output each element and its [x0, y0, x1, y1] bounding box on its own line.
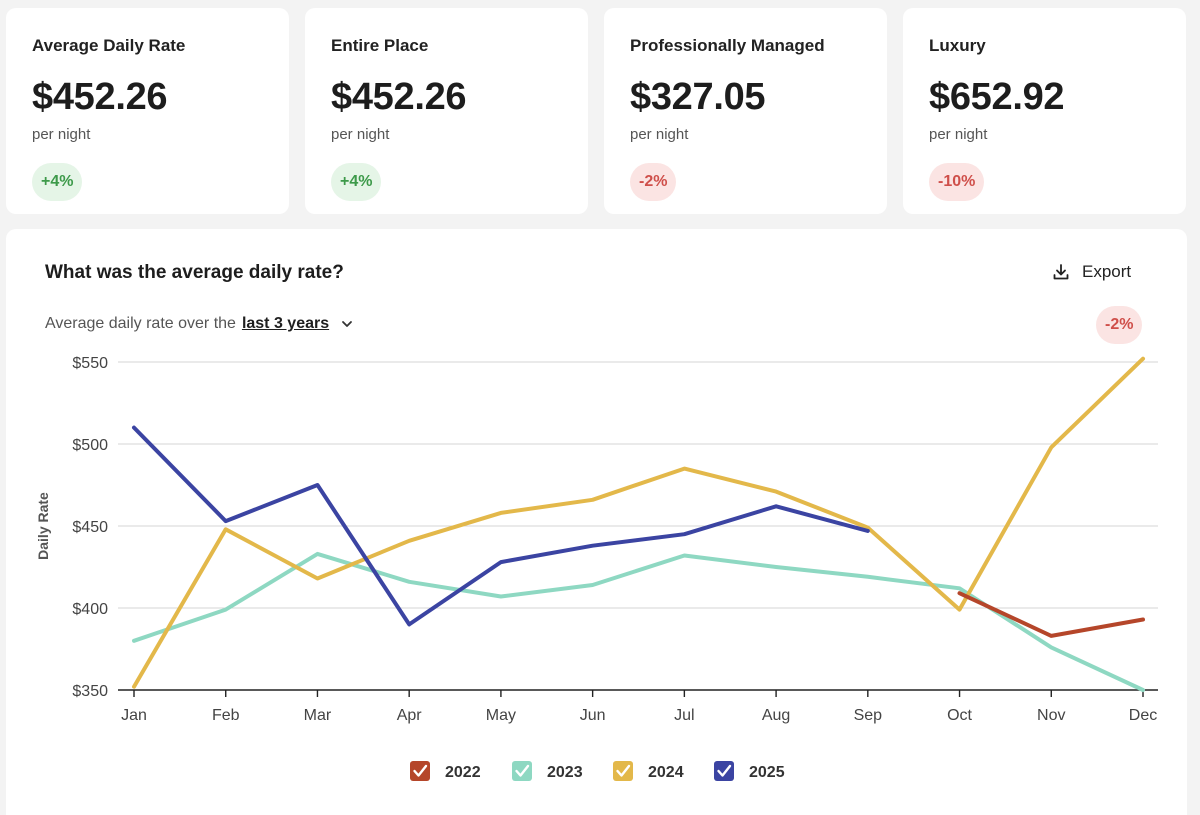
change-badge: -10%: [929, 163, 985, 201]
card-value: $452.26: [32, 76, 168, 118]
series-line-2024: [132, 356, 1145, 689]
legend-label: 2024: [648, 764, 684, 781]
y-tick-label: $550: [72, 355, 108, 372]
chart-subtitle: Average daily rate over the last 3 years: [45, 315, 353, 333]
change-badge: -2%: [630, 163, 677, 201]
x-tick-label: Dec: [1129, 707, 1157, 724]
chevron-down-icon[interactable]: [341, 318, 353, 330]
series-line-2022: [957, 591, 1145, 638]
x-tick-label: Nov: [1037, 707, 1065, 724]
kpi-card-professionally-managed: Professionally Managed $327.05 per night…: [604, 8, 887, 214]
change-badge: +4%: [331, 163, 382, 201]
x-tick-label: Jan: [121, 707, 147, 724]
legend-label: 2023: [547, 764, 583, 781]
card-title: Entire Place: [331, 36, 429, 55]
change-badge: +4%: [32, 163, 83, 201]
legend-item-2025[interactable]: 2025: [714, 761, 785, 781]
check-icon: [717, 764, 732, 777]
legend-label: 2025: [749, 764, 785, 781]
legend-item-2022[interactable]: 2022: [410, 761, 481, 781]
x-tick-label: Apr: [397, 707, 423, 724]
check-icon: [413, 764, 428, 777]
export-label: Export: [1082, 262, 1132, 281]
card-unit: per night: [929, 126, 988, 143]
card-title: Luxury: [929, 36, 986, 55]
y-axis-label: Daily Rate: [35, 492, 51, 560]
export-button[interactable]: Export: [1052, 262, 1131, 282]
legend-label: 2022: [445, 764, 481, 781]
chart-change-badge: -2%: [1096, 306, 1143, 344]
legend-item-2023[interactable]: 2023: [512, 761, 583, 781]
card-unit: per night: [331, 126, 390, 143]
subtitle-prefix: Average daily rate over the: [45, 315, 236, 332]
legend-checkbox: [613, 761, 633, 781]
panel-title: What was the average daily rate?: [45, 262, 344, 283]
legend-checkbox: [410, 761, 430, 781]
chart-panel: What was the average daily rate? Export …: [6, 229, 1187, 815]
legend-checkbox: [714, 761, 734, 781]
card-unit: per night: [32, 126, 91, 143]
series-line-2025: [132, 425, 870, 627]
card-title: Professionally Managed: [630, 36, 825, 55]
y-tick-label: $350: [72, 683, 108, 700]
x-tick-label: Mar: [304, 707, 332, 724]
card-value: $652.92: [929, 76, 1065, 118]
card-value: $452.26: [331, 76, 467, 118]
x-tick-label: Jul: [674, 707, 694, 724]
card-unit: per night: [630, 126, 689, 143]
kpi-card-luxury: Luxury $652.92 per night -10%: [903, 8, 1186, 214]
legend-item-2024[interactable]: 2024: [613, 761, 684, 781]
x-tick-label: May: [486, 707, 516, 724]
y-tick-label: $500: [72, 437, 108, 454]
y-tick-label: $400: [72, 601, 108, 618]
x-tick-label: Oct: [947, 707, 972, 724]
download-icon: [1053, 264, 1069, 280]
kpi-card-entire-place: Entire Place $452.26 per night +4%: [305, 8, 588, 214]
check-icon: [515, 764, 530, 777]
range-dropdown[interactable]: last 3 years: [241, 315, 330, 332]
kpi-card-average-daily-rate: Average Daily Rate $452.26 per night +4%: [6, 8, 289, 214]
legend-checkbox: [512, 761, 532, 781]
card-title: Average Daily Rate: [32, 36, 186, 55]
x-tick-label: Sep: [854, 707, 883, 724]
series-line-2023: [132, 551, 1145, 692]
y-tick-label: $450: [72, 519, 108, 536]
x-tick-label: Jun: [580, 707, 606, 724]
x-tick-label: Feb: [212, 707, 240, 724]
x-tick-label: Aug: [762, 707, 790, 724]
card-value: $327.05: [630, 76, 766, 118]
check-icon: [616, 764, 631, 777]
